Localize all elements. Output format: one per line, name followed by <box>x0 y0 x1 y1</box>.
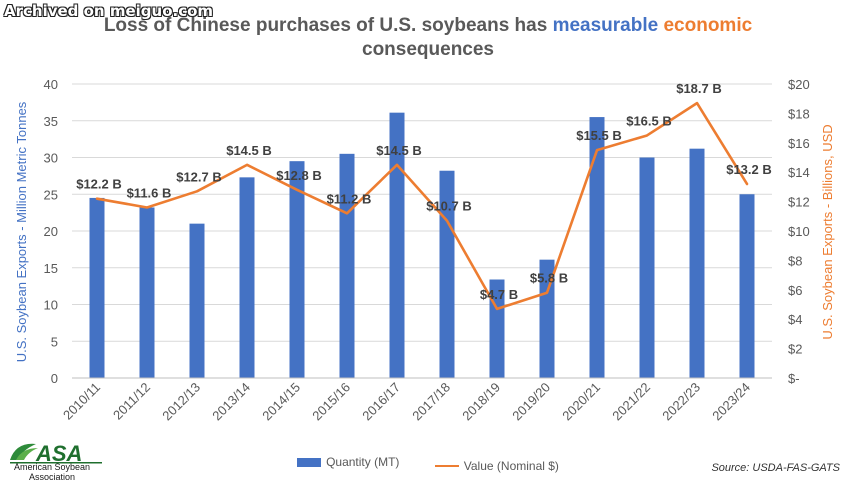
legend-label-value: Value (Nominal $) <box>463 458 559 473</box>
left-axis-title: U.S. Soybean Exports - Million Metric To… <box>14 101 29 362</box>
x-tick-label: 2011/12 <box>110 380 153 423</box>
data-label: $10.7 B <box>426 199 472 214</box>
left-tick-label: 30 <box>44 151 58 166</box>
data-label: $5.8 B <box>530 271 568 286</box>
right-tick-label: $- <box>788 371 800 386</box>
right-tick-label: $14 <box>788 165 810 180</box>
chart-title: Loss of Chinese purchases of U.S. soybea… <box>0 14 856 62</box>
bar <box>439 170 455 378</box>
x-tick-label: 2020/21 <box>559 380 603 424</box>
x-tick-label: 2012/13 <box>159 380 203 424</box>
bar <box>289 161 305 378</box>
bar <box>339 153 355 378</box>
left-tick-label: 40 <box>44 77 58 92</box>
right-tick-label: $4 <box>788 312 802 327</box>
right-tick-label: $20 <box>788 77 810 92</box>
data-label: $13.2 B <box>726 162 772 177</box>
asa-name: American Soybean Association <box>4 462 100 482</box>
data-label: $12.7 B <box>176 169 222 184</box>
x-tick-label: 2014/15 <box>259 380 303 424</box>
left-tick-label: 35 <box>44 114 58 129</box>
x-tick-label: 2018/19 <box>459 380 503 424</box>
legend-swatch-line <box>434 464 459 467</box>
source-note: Source: USDA-FAS-GATS <box>711 462 840 474</box>
title-line2: consequences <box>362 39 494 60</box>
value-line <box>95 101 749 311</box>
right-tick-label: $18 <box>788 106 810 121</box>
x-tick-label: 2021/22 <box>609 380 653 424</box>
asa-logo-mark: ASA <box>35 441 82 466</box>
bar <box>689 148 705 378</box>
data-label: $14.5 B <box>226 143 272 158</box>
bar <box>139 207 155 378</box>
title-part1: Loss of Chinese purchases of U.S. soybea… <box>103 15 553 36</box>
x-axis: 2010/11 2011/12 2012/13 2013/14 2014/15 2015/… <box>60 377 772 424</box>
asa-name-line2: Association <box>28 472 76 482</box>
left-tick-label: 0 <box>51 371 58 386</box>
left-tick-label: 10 <box>44 298 58 313</box>
watermark: Archived on meiguo.com <box>4 2 214 20</box>
data-label: $12.8 B <box>276 168 322 183</box>
data-label: $18.7 B <box>676 81 722 96</box>
x-tick-label: 2019/20 <box>509 380 553 424</box>
left-tick-label: 15 <box>44 261 58 276</box>
right-tick-label: $8 <box>788 253 802 268</box>
x-tick-label: 2010/11 <box>60 380 103 423</box>
x-tick-label: 2013/14 <box>209 380 253 424</box>
line-series <box>95 101 749 311</box>
data-label: $11.2 B <box>327 191 372 206</box>
data-label: $4.7 B <box>480 287 518 302</box>
x-tick-label: 2017/18 <box>409 380 453 424</box>
bar <box>539 259 555 378</box>
data-labels: $12.2 B $11.6 B $12.7 B $14.5 B $12.8 B $11.2… <box>76 81 772 302</box>
right-axis: $- $2 $4 $6 $8 $10 $12 $14 $16 $18 $20 <box>788 77 810 386</box>
asa-name-line1: American Soybean <box>13 462 91 472</box>
data-label: $11.6 B <box>127 185 172 200</box>
bar <box>639 157 655 378</box>
data-label: $12.2 B <box>76 177 122 192</box>
right-tick-label: $2 <box>788 342 802 357</box>
right-tick-label: $12 <box>788 195 810 210</box>
legend: Quantity (MT) Value (Nominal $) <box>0 455 856 473</box>
legend-label-quantity: Quantity (MT) <box>326 455 400 469</box>
bar <box>739 194 755 378</box>
x-tick-label: 2023/24 <box>709 380 753 424</box>
left-tick-label: 5 <box>51 334 58 349</box>
right-tick-label: $10 <box>788 224 810 239</box>
title-highlight-measurable: measurable <box>552 15 659 36</box>
legend-swatch-bar <box>297 457 322 467</box>
left-tick-label: 25 <box>44 187 58 202</box>
right-tick-label: $6 <box>788 283 802 298</box>
legend-item-value: Value (Nominal $) <box>434 458 559 473</box>
title-highlight-economic: economic <box>663 15 753 36</box>
legend-item-quantity: Quantity (MT) <box>297 455 399 469</box>
data-label: $14.5 B <box>376 143 422 158</box>
bar <box>239 177 255 378</box>
bar-series <box>89 112 755 378</box>
x-tick-label: 2016/17 <box>359 380 403 424</box>
asa-logo: ASA <box>10 441 102 466</box>
x-tick-label: 2015/16 <box>309 380 353 424</box>
left-tick-label: 20 <box>44 224 58 239</box>
x-tick-label: 2022/23 <box>659 380 703 424</box>
left-axis: 0 5 10 15 20 25 30 35 40 <box>44 77 58 386</box>
bar <box>389 112 405 378</box>
right-axis-title: U.S. Soybean Exports - Billions, USD <box>820 124 835 339</box>
bar <box>589 117 605 378</box>
data-label: $15.5 B <box>576 128 622 143</box>
bar <box>189 223 205 378</box>
bar <box>89 197 105 378</box>
right-tick-label: $16 <box>788 136 810 151</box>
data-label: $16.5 B <box>626 113 672 128</box>
